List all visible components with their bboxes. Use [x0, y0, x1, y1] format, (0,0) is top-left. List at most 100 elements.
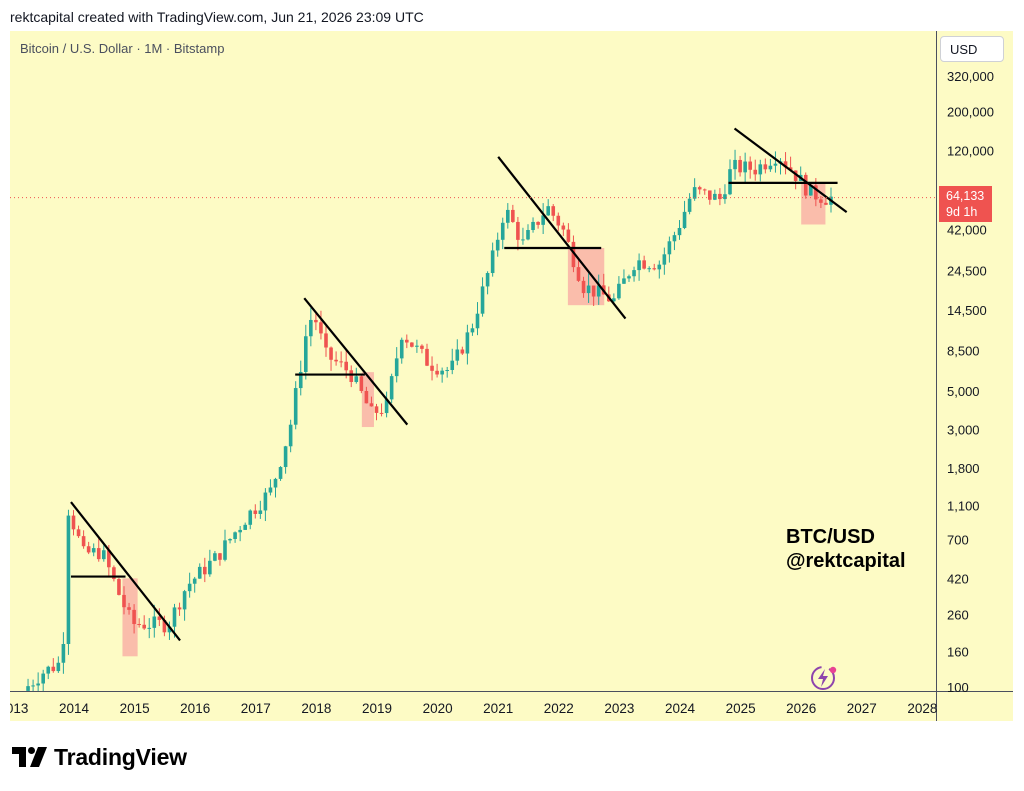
candle-body-58	[319, 322, 323, 334]
bar-countdown: 9d 1h	[946, 205, 978, 219]
candle-body-116	[612, 298, 616, 302]
candle-body-54	[298, 371, 303, 389]
candle-body-158	[824, 202, 828, 205]
candle-body-64	[349, 370, 354, 382]
candle-body-69	[374, 406, 379, 413]
price-tick-9: 8,500	[947, 344, 980, 359]
candle-body-123	[647, 268, 651, 270]
candle-body-141	[738, 159, 742, 173]
last-price-value: 64,133	[946, 189, 985, 203]
shaded-zone-0	[122, 578, 138, 657]
candle-body-50	[278, 467, 283, 479]
candle-body-103	[546, 206, 550, 216]
candle-body-47	[263, 492, 268, 511]
candle-body-4	[46, 666, 51, 674]
candle-body-87	[465, 332, 470, 354]
bolt-badge-icon	[811, 666, 837, 690]
candle-body-154	[803, 174, 808, 196]
candle-body-79	[425, 348, 429, 366]
candle-body-0	[26, 686, 30, 691]
candle-body-1	[31, 685, 35, 687]
candle-body-66	[359, 376, 364, 391]
price-tick-4: 700	[947, 533, 969, 548]
candle-body-25	[152, 616, 157, 628]
candle-body-145	[758, 164, 763, 175]
brand-footer[interactable]: TradingView	[12, 742, 187, 772]
candle-body-23	[142, 624, 146, 629]
candle-body-98	[521, 239, 525, 241]
candle-body-92	[490, 250, 495, 274]
candle-body-32	[187, 583, 192, 592]
candle-body-106	[561, 225, 566, 230]
price-tick-10: 14,500	[947, 303, 987, 318]
time-tick-0: 2013	[10, 701, 28, 716]
candle-body-8	[66, 515, 71, 644]
candle-body-70	[379, 412, 384, 414]
time-tick-8: 2021	[483, 701, 513, 716]
candle-body-117	[617, 283, 621, 299]
price-tick-5: 1,100	[947, 498, 980, 513]
candle-body-127	[667, 241, 672, 255]
candle-body-143	[748, 161, 752, 170]
candle-body-139	[728, 169, 732, 195]
candle-body-95	[505, 209, 510, 223]
price-tick-3: 420	[947, 571, 969, 586]
candle-body-29	[172, 607, 177, 627]
candle-body-125	[657, 264, 662, 270]
candle-body-109	[576, 267, 581, 281]
candle-body-78	[420, 345, 424, 349]
currency-button[interactable]: USD	[940, 36, 1004, 62]
candle-body-26	[157, 616, 162, 620]
candle-body-120	[632, 270, 636, 277]
candle-body-118	[622, 278, 626, 284]
candle-body-100	[531, 221, 535, 231]
candle-body-96	[511, 209, 515, 222]
candle-body-126	[662, 254, 667, 265]
candle-body-74	[399, 339, 404, 359]
candle-body-46	[258, 510, 263, 514]
candle-body-17	[112, 567, 116, 580]
candle-body-39	[223, 540, 227, 560]
candle-body-10	[76, 529, 81, 537]
time-tick-6: 2019	[362, 701, 392, 716]
candle-body-81	[435, 370, 439, 375]
candle-body-20	[127, 607, 131, 610]
candle-body-107	[566, 229, 571, 242]
candle-body-151	[788, 167, 793, 171]
candle-body-140	[733, 159, 737, 170]
time-tick-12: 2025	[726, 701, 756, 716]
price-tick-12: 42,000	[947, 223, 987, 238]
candle-body-83	[445, 370, 449, 372]
candle-body-84	[450, 360, 455, 371]
candle-body-80	[430, 365, 434, 371]
time-tick-1: 2014	[59, 701, 90, 716]
candle-body-77	[415, 345, 419, 347]
candle-body-3	[41, 673, 45, 684]
candle-body-88	[470, 328, 475, 333]
candle-body-5	[51, 666, 56, 672]
candle-body-63	[344, 361, 348, 371]
candle-body-156	[814, 185, 818, 200]
candle-body-65	[354, 376, 359, 382]
candle-body-2	[36, 683, 40, 686]
chart-frame[interactable]: 100 160 260 420 700 1,100 1,800 3,000 5,000 8,500…	[10, 31, 1013, 721]
price-chart[interactable]: 100 160 260 420 700 1,100 1,800 3,000 5,000 8,500…	[10, 31, 1013, 721]
candle-body-52	[288, 424, 293, 447]
time-tick-2: 2015	[120, 701, 150, 716]
candle-body-36	[208, 560, 212, 575]
candle-body-135	[707, 190, 712, 200]
candle-body-73	[394, 358, 399, 377]
candle-body-24	[147, 627, 152, 629]
candle-body-9	[71, 515, 76, 530]
candle-body-112	[591, 285, 596, 297]
candle-body-56	[309, 319, 313, 337]
candle-body-43	[243, 524, 247, 530]
price-tick-6: 1,800	[947, 461, 980, 476]
candle-body-76	[410, 342, 414, 347]
candle-body-129	[677, 227, 682, 236]
candle-body-89	[475, 313, 480, 329]
candle-body-53	[293, 388, 298, 425]
candle-body-28	[167, 626, 172, 633]
candle-body-155	[808, 185, 813, 196]
symbol-description: Bitcoin / U.S. Dollar · 1M · Bitstamp	[20, 41, 225, 56]
